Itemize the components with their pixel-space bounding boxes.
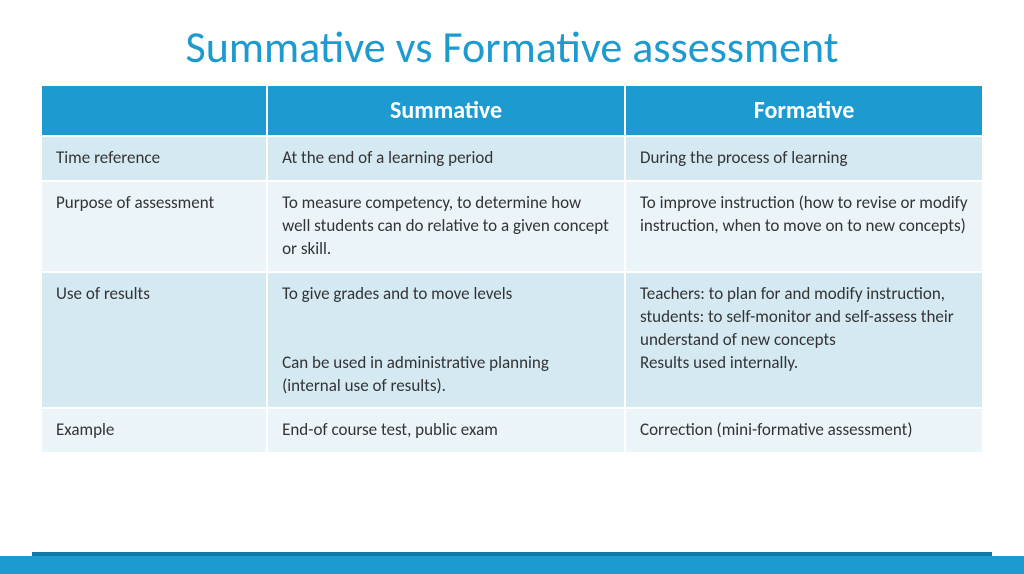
header-summative: Summative	[267, 85, 625, 136]
row-label: Time reference	[41, 136, 267, 181]
cell-formative: During the process of learning	[625, 136, 983, 181]
bottom-accent-bar	[0, 556, 1024, 574]
header-corner	[41, 85, 267, 136]
cell-summative: To give grades and to move levelsCan be …	[267, 272, 625, 409]
cell-summative: End-of course test, public exam	[267, 408, 625, 453]
row-label: Use of results	[41, 272, 267, 409]
cell-formative: Correction (mini-formative assessment)	[625, 408, 983, 453]
cell-formative: To improve instruction (how to revise or…	[625, 181, 983, 272]
header-formative: Formative	[625, 85, 983, 136]
table-row: Example End-of course test, public exam …	[41, 408, 983, 453]
slide-container: Summative vs Formative assessment Summat…	[0, 0, 1024, 574]
cell-formative: Teachers: to plan for and modify instruc…	[625, 272, 983, 409]
table-row: Purpose of assessment To measure compete…	[41, 181, 983, 272]
slide-title: Summative vs Formative assessment	[40, 20, 984, 74]
comparison-table: Summative Formative Time reference At th…	[40, 84, 984, 454]
table-header-row: Summative Formative	[41, 85, 983, 136]
cell-summative: To measure competency, to determine how …	[267, 181, 625, 272]
table-row: Time reference At the end of a learning …	[41, 136, 983, 181]
table-row: Use of results To give grades and to mov…	[41, 272, 983, 409]
cell-summative: At the end of a learning period	[267, 136, 625, 181]
row-label: Purpose of assessment	[41, 181, 267, 272]
row-label: Example	[41, 408, 267, 453]
